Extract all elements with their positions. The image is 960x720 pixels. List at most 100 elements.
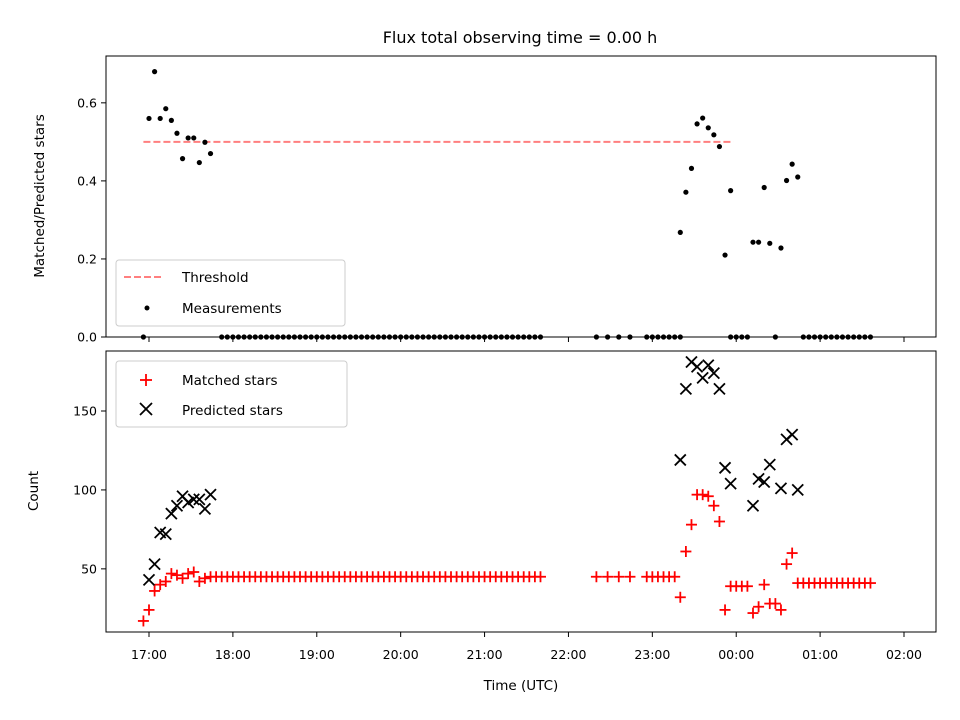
predicted-star-point <box>718 461 732 474</box>
predicted-star-point <box>791 483 804 497</box>
matched-star-point <box>769 598 781 610</box>
matched-star-point <box>786 547 798 559</box>
predicted-star-point <box>170 499 184 512</box>
legend-predicted-swatch <box>139 402 153 416</box>
measurement-point <box>705 125 711 131</box>
matched-star-point <box>719 604 731 616</box>
predicted-star-point <box>702 359 715 372</box>
predicted-star-point <box>707 366 720 380</box>
matched-star-point <box>747 607 759 619</box>
predicted-star-point <box>148 557 161 571</box>
measurement-point <box>700 115 706 121</box>
top-legend-box <box>115 259 346 327</box>
predicted-star-point <box>204 488 217 501</box>
measurement-point <box>711 132 717 138</box>
matched-star-point <box>154 579 166 591</box>
measurement-point <box>185 135 191 141</box>
x-tick-label: 19:00 <box>299 647 335 662</box>
matched-star-point <box>864 577 876 589</box>
x-tick-label: 21:00 <box>467 647 503 662</box>
measurement-point <box>207 150 214 157</box>
top-y-axis-label: Matched/Predicted stars <box>32 114 48 277</box>
matched-star-point <box>165 568 177 580</box>
predicted-star-point <box>746 499 760 512</box>
legend-measurements-label: Measurements <box>182 301 282 317</box>
measurement-point <box>157 115 163 122</box>
measurement-point <box>196 159 202 166</box>
measurement-point <box>795 174 801 180</box>
predicted-star-point <box>674 453 687 467</box>
matched-star-point <box>188 566 200 578</box>
bottom-y-tick-label: 150 <box>73 403 97 418</box>
predicted-star-point <box>752 472 765 486</box>
bottom-axes-frame <box>105 350 937 633</box>
matched-star-point <box>199 572 211 584</box>
matched-star-point <box>781 558 793 570</box>
predicted-star-point <box>165 507 178 520</box>
bottom-legend: Matched stars Predicted stars <box>115 360 348 428</box>
measurement-point <box>761 184 767 191</box>
measurement-point <box>202 139 208 145</box>
measurement-point <box>151 69 158 75</box>
predicted-star-point <box>187 493 200 506</box>
predicted-star-point <box>724 477 737 490</box>
matched-star-point <box>713 515 725 527</box>
matched-star-point <box>182 568 194 580</box>
top-y-tick-label: 0.2 <box>77 251 97 266</box>
x-tick-label: 02:00 <box>886 647 922 662</box>
matched-star-point <box>708 500 720 512</box>
x-tick-label: 20:00 <box>383 647 419 662</box>
measurement-point <box>750 239 756 245</box>
bottom-x-axis: 17:00 18:00 19:00 20:00 21:00 22:00 23:00 00:00… <box>131 632 922 662</box>
matched-star-point <box>775 604 787 616</box>
measurement-point <box>146 115 152 122</box>
predicted-star-point <box>774 482 788 495</box>
measurement-point <box>716 143 723 150</box>
legend-predicted-label: Predicted stars <box>182 403 283 419</box>
chart-title: Flux total observing time = 0.00 h <box>383 28 658 47</box>
top-axes-frame <box>105 55 937 338</box>
matched-star-point <box>602 571 614 583</box>
predicted-star-point <box>142 573 156 587</box>
matched-star-point <box>674 591 686 603</box>
predicted-star-point <box>696 371 709 384</box>
top-x-axis <box>148 337 905 342</box>
measurement-point <box>789 161 795 167</box>
top-y-tick-label: 0.0 <box>77 330 97 345</box>
legend-matched-label: Matched stars <box>182 373 278 389</box>
predicted-star-point <box>758 475 771 489</box>
matched-star-point <box>702 490 714 502</box>
matched-star-point <box>590 571 602 583</box>
predicted-star-point <box>713 382 726 396</box>
legend-measurements-swatch <box>144 305 150 311</box>
bottom-y-axis-label: Count <box>26 471 42 511</box>
matched-star-point <box>193 575 205 587</box>
measurement-point <box>783 177 790 184</box>
measurement-point <box>694 121 700 127</box>
matched-star-point <box>137 615 149 627</box>
x-tick-label: 22:00 <box>550 647 586 662</box>
measurement-point <box>683 189 689 195</box>
bottom-panel: 50 100 150 17:00 18:00 19:00 20:00 21:00 22:00 2… <box>26 350 937 694</box>
measurement-point <box>179 156 186 162</box>
legend-threshold-label: Threshold <box>181 270 249 286</box>
predicted-star-point <box>182 496 195 509</box>
bottom-legend-box <box>115 360 348 428</box>
predicted-star-point <box>763 458 776 471</box>
matched-star-point <box>149 585 161 597</box>
predicted-star-point <box>159 527 172 541</box>
matched-star-point <box>177 572 189 584</box>
x-tick-label: 18:00 <box>215 647 251 662</box>
legend-matched-swatch <box>140 374 152 386</box>
matched-star-point <box>753 601 765 613</box>
measurement-point <box>163 106 169 112</box>
x-axis-label: Time (UTC) <box>483 678 559 694</box>
x-tick-label: 17:00 <box>131 647 167 662</box>
bottom-y-tick-label: 50 <box>81 561 97 576</box>
top-y-tick-label: 0.4 <box>77 173 97 188</box>
x-tick-label: 01:00 <box>802 647 838 662</box>
matched-star-point <box>741 580 753 592</box>
matched-star-point <box>680 545 692 557</box>
